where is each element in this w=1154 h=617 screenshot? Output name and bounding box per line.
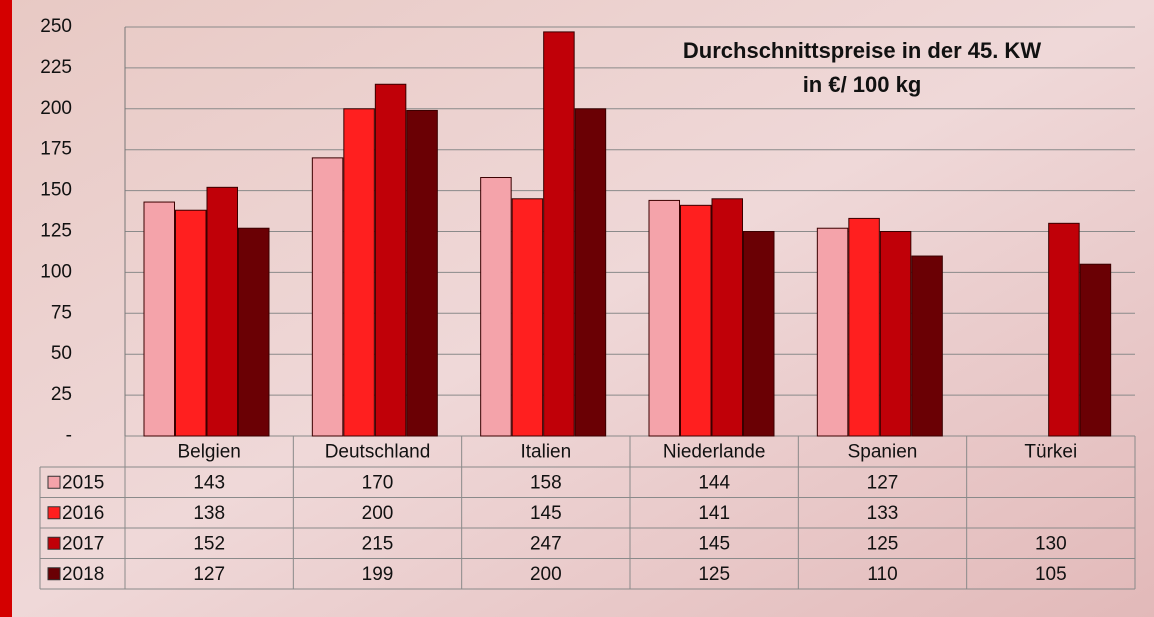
chart-subtitle: in €/ 100 kg [803, 72, 922, 97]
table-value: 143 [193, 472, 225, 493]
y-tick-label: 200 [40, 98, 72, 119]
table-value: 127 [867, 472, 899, 493]
y-tick-label: 225 [40, 57, 72, 78]
table-value: 247 [530, 533, 562, 554]
legend-label: 2018 [62, 564, 104, 585]
legend-swatch [47, 567, 61, 581]
table-value: 130 [1035, 533, 1067, 554]
x-tick-label: Deutschland [325, 442, 431, 463]
table-value: 127 [193, 564, 225, 585]
table-value: 200 [530, 564, 562, 585]
bar [911, 255, 943, 437]
legend-swatch [47, 506, 61, 520]
table-value: 138 [193, 503, 225, 524]
bar [1048, 222, 1080, 437]
legend-label: 2015 [62, 472, 104, 493]
table-value: 133 [867, 503, 899, 524]
legend-swatch [47, 536, 61, 550]
table-value: 152 [193, 533, 225, 554]
legend-swatch [47, 475, 61, 489]
bar [848, 217, 880, 437]
table-value: 144 [698, 472, 730, 493]
table-value: 125 [867, 533, 899, 554]
table-value: 105 [1035, 564, 1067, 585]
bar [406, 109, 438, 437]
y-tick-label: - [66, 425, 72, 446]
x-tick-label: Spanien [848, 442, 918, 463]
x-tick-label: Italien [520, 442, 571, 463]
y-tick-label: 75 [51, 302, 72, 323]
bar [816, 227, 849, 437]
bar [238, 227, 270, 437]
table-value: 200 [362, 503, 394, 524]
bar [374, 83, 407, 437]
bar [680, 204, 712, 437]
legend-label: 2017 [62, 533, 104, 554]
table-value: 125 [698, 564, 730, 585]
bar [480, 177, 512, 437]
bar [1079, 263, 1112, 437]
table-value: 145 [698, 533, 730, 554]
table-value: 215 [362, 533, 394, 554]
bar [143, 201, 175, 437]
bar [648, 199, 680, 437]
table-value: 141 [698, 503, 730, 524]
bar [543, 31, 575, 437]
y-tick-label: 100 [40, 261, 72, 282]
bar [206, 186, 238, 437]
bar [511, 198, 544, 437]
legend-label: 2016 [62, 503, 104, 524]
y-tick-label: 50 [51, 343, 72, 364]
table-value: 199 [362, 564, 394, 585]
bar [574, 108, 607, 437]
table-value: 158 [530, 472, 562, 493]
y-tick-label: 250 [40, 16, 72, 37]
x-tick-label: Niederlande [663, 442, 765, 463]
bar [743, 231, 775, 437]
x-tick-label: Türkei [1024, 442, 1077, 463]
bar [311, 157, 344, 437]
x-tick-label: Belgien [177, 442, 240, 463]
y-tick-label: 175 [40, 139, 72, 160]
y-tick-label: 25 [51, 384, 72, 405]
bar [175, 209, 207, 437]
table-value: 145 [530, 503, 562, 524]
bar [711, 198, 743, 437]
table-value: 110 [867, 564, 897, 585]
bar [879, 231, 912, 437]
chart-title: Durchschnittspreise in der 45. KW [683, 38, 1041, 63]
y-tick-label: 150 [40, 180, 72, 201]
y-tick-label: 125 [40, 221, 72, 242]
bar [343, 108, 375, 437]
left-strip [0, 0, 12, 617]
table-value: 170 [362, 472, 394, 493]
